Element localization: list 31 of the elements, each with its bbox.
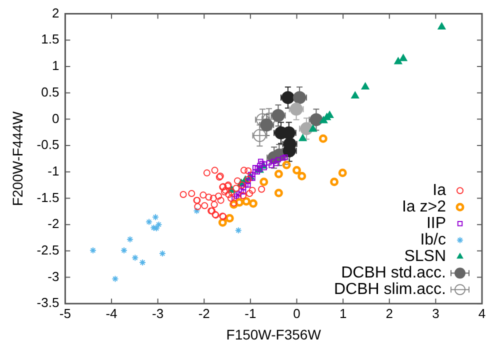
y-tick-label: 1: [52, 58, 60, 74]
y-tick-label: 0.5: [41, 84, 60, 100]
y-tick-label: -1: [48, 163, 60, 178]
y-tick-label: 0: [52, 110, 60, 126]
y-axis-title: F200W-F444W: [9, 110, 26, 206]
x-tick-label: 4: [478, 306, 486, 321]
x-tick-label: 0: [293, 306, 300, 321]
y-tick-label: -0.5: [36, 137, 60, 152]
y-tick-label: 1.5: [41, 32, 60, 47]
legend-label: DCBH std.acc.: [341, 264, 446, 282]
legend-label: SLSN: [404, 248, 446, 266]
legend-label: DCBH slim.acc.: [334, 281, 446, 298]
x-tick-label: -4: [106, 306, 118, 321]
legend-label: IIP: [426, 215, 446, 232]
y-tick-label: -2.5: [36, 242, 60, 258]
x-tick-label: 1: [339, 306, 347, 321]
x-tick-label: -1: [244, 306, 256, 321]
x-axis-title: F150W-F356W: [226, 326, 322, 342]
y-tick-label: -3.5: [36, 295, 60, 310]
x-tick-label: -5: [59, 306, 71, 321]
legend-label: Ia: [432, 182, 446, 200]
y-tick-label: -3: [48, 268, 60, 284]
y-tick-label: 2: [52, 5, 60, 20]
x-tick-label: -3: [152, 306, 164, 321]
x-tick-label: -2: [198, 306, 210, 321]
x-tick-label: 2: [386, 306, 393, 321]
y-tick-label: -1.5: [36, 190, 60, 205]
x-tick-label: 3: [432, 306, 440, 321]
y-tick-label: -2: [48, 216, 60, 232]
legend-label: Ib/c: [420, 232, 446, 249]
legend-label: Ia z>2: [402, 198, 446, 216]
